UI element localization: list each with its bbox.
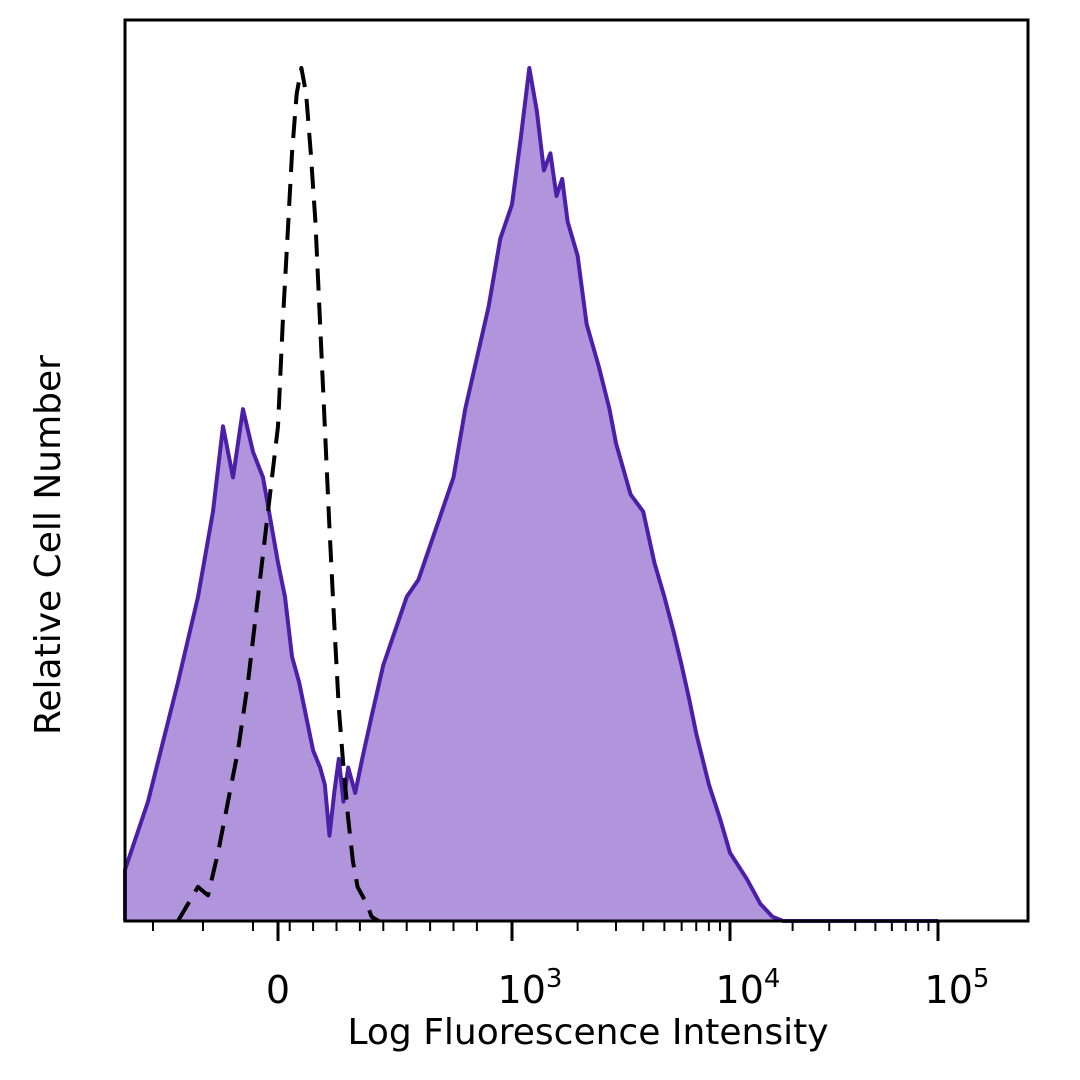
y-axis-label: Relative Cell Number (28, 355, 69, 735)
x-tick-label-2: 104 (716, 964, 781, 1012)
x-minor-ticks (152, 921, 930, 931)
stained-histogram-fill (125, 68, 938, 921)
x-tick-label-0: 0 (266, 968, 290, 1012)
plot-frame (123, 18, 1030, 923)
x-axis-label: Log Fluorescence Intensity (347, 1012, 828, 1053)
series-layer (123, 66, 938, 923)
x-tick-label-3: 105 (925, 964, 990, 1012)
x-major-ticks (276, 921, 940, 941)
x-tick-label-1: 103 (498, 964, 563, 1012)
control-histogram-dashed-line (176, 66, 380, 923)
stained-histogram-line (123, 66, 938, 923)
